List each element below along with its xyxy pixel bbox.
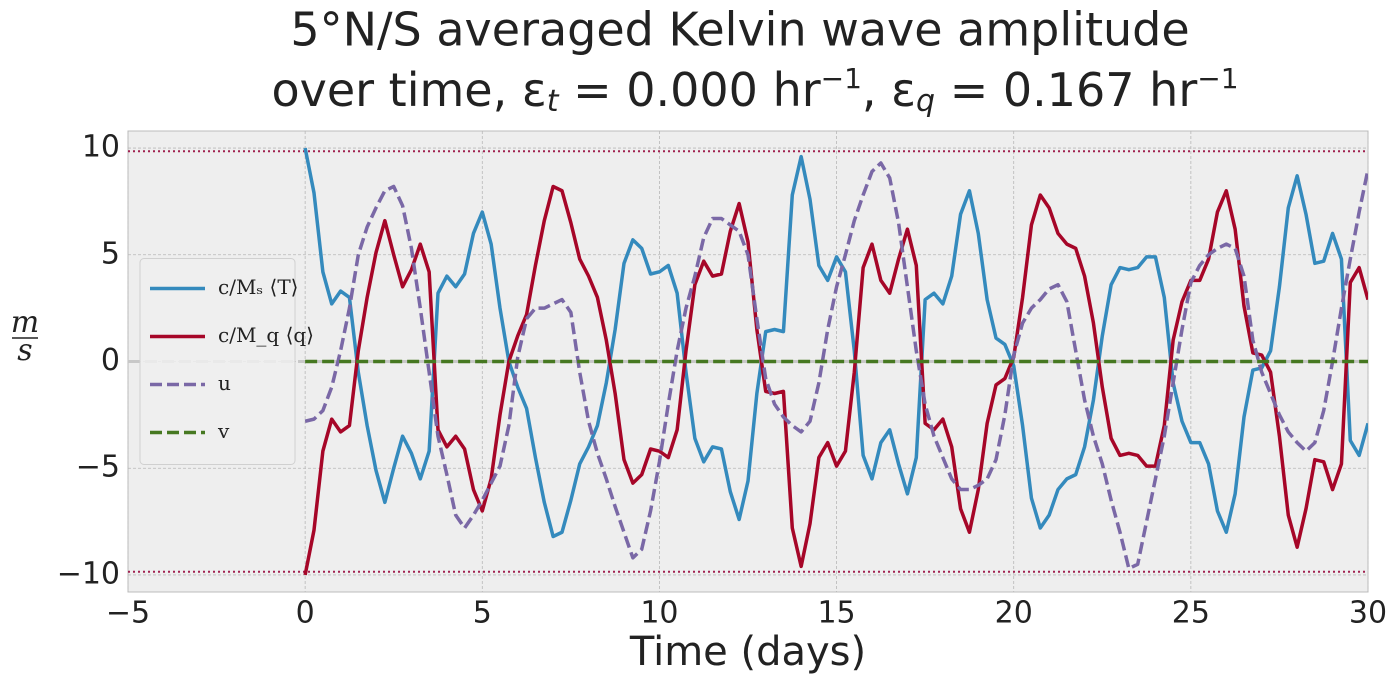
subtitle-part: t [547, 84, 560, 119]
x-tick-label: 10 [640, 596, 678, 631]
y-axis-label-numerator: m [11, 305, 39, 340]
x-tick-label: 25 [1172, 596, 1210, 631]
subtitle-part: = 0.167 hr [935, 63, 1197, 117]
series-line [303, 147, 1368, 539]
subtitle-part: −1 [1197, 62, 1238, 95]
y-tick-label: 5 [101, 236, 120, 271]
y-tick-label: −10 [57, 556, 120, 591]
legend-box [139, 258, 296, 465]
series-line [304, 161, 1368, 571]
chart-title: 5°N/S averaged Kelvin wave amplitude [290, 3, 1189, 57]
subtitle-part: q [916, 84, 935, 119]
subtitle-part: −1 [821, 62, 862, 95]
subtitle-part: over time, ε [271, 63, 546, 117]
y-tick-label: 10 [82, 130, 120, 165]
subtitle-part: , ε [862, 63, 916, 117]
x-axis-label: Time (days) [629, 629, 866, 675]
y-tick-label: 0 [101, 343, 120, 378]
y-tick-label: −5 [76, 450, 120, 485]
legend-label: c/Mₛ ⟨T⟩ [218, 275, 298, 299]
x-tick-label: 5 [473, 596, 492, 631]
chart-subtitle: over time, εt = 0.000 hr−1, εq = 0.167 h… [271, 62, 1238, 118]
x-tick-label: 20 [995, 596, 1033, 631]
legend-label: v [217, 419, 230, 443]
x-tick-label: 0 [296, 596, 315, 631]
legend-label: u [218, 371, 231, 395]
subtitle-part: = 0.000 hr [558, 63, 820, 117]
x-tick-label: 30 [1349, 596, 1387, 631]
y-axis-label-denominator: s [17, 333, 32, 368]
x-tick-label: −5 [106, 596, 150, 631]
x-tick-label: 15 [817, 596, 855, 631]
legend-label: c/M_q ⟨q⟩ [218, 323, 314, 347]
